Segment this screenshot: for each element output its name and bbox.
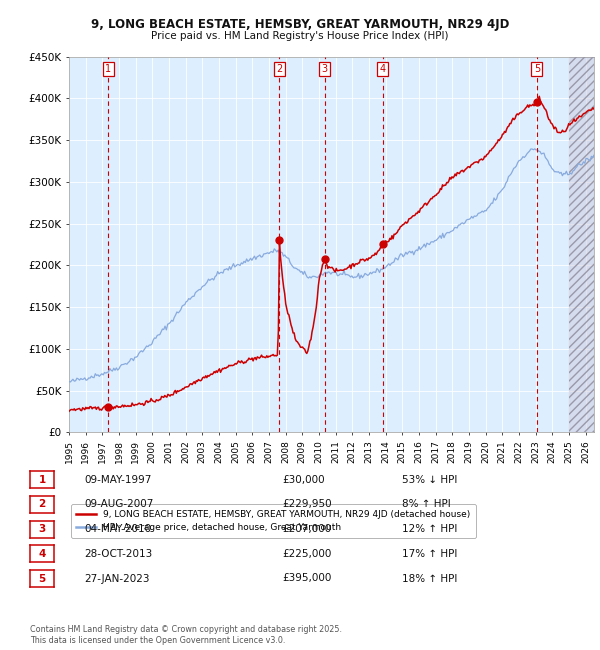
Legend: 9, LONG BEACH ESTATE, HEMSBY, GREAT YARMOUTH, NR29 4JD (detached house), HPI: Av: 9, LONG BEACH ESTATE, HEMSBY, GREAT YARM… — [71, 504, 476, 538]
Text: 5: 5 — [38, 573, 46, 584]
Text: 3: 3 — [322, 64, 328, 74]
Text: 2: 2 — [38, 499, 46, 510]
Text: Price paid vs. HM Land Registry's House Price Index (HPI): Price paid vs. HM Land Registry's House … — [151, 31, 449, 41]
Text: £207,000: £207,000 — [282, 524, 331, 534]
Text: 3: 3 — [38, 524, 46, 534]
Text: 2: 2 — [276, 64, 282, 74]
Text: 5: 5 — [534, 64, 540, 74]
Text: 1: 1 — [105, 64, 112, 74]
Text: 18% ↑ HPI: 18% ↑ HPI — [402, 573, 457, 584]
Bar — [569, 57, 594, 432]
Text: 04-MAY-2010: 04-MAY-2010 — [84, 524, 151, 534]
Text: 12% ↑ HPI: 12% ↑ HPI — [402, 524, 457, 534]
Text: 1: 1 — [38, 474, 46, 485]
Text: 27-JAN-2023: 27-JAN-2023 — [84, 573, 149, 584]
Text: Contains HM Land Registry data © Crown copyright and database right 2025.
This d: Contains HM Land Registry data © Crown c… — [30, 625, 342, 645]
Text: 53% ↓ HPI: 53% ↓ HPI — [402, 474, 457, 485]
Text: 28-OCT-2013: 28-OCT-2013 — [84, 549, 152, 559]
Text: £225,000: £225,000 — [282, 549, 331, 559]
Text: 09-MAY-1997: 09-MAY-1997 — [84, 474, 151, 485]
Text: 9, LONG BEACH ESTATE, HEMSBY, GREAT YARMOUTH, NR29 4JD: 9, LONG BEACH ESTATE, HEMSBY, GREAT YARM… — [91, 18, 509, 31]
Text: 09-AUG-2007: 09-AUG-2007 — [84, 499, 154, 510]
Text: 17% ↑ HPI: 17% ↑ HPI — [402, 549, 457, 559]
Text: 8% ↑ HPI: 8% ↑ HPI — [402, 499, 451, 510]
Text: £30,000: £30,000 — [282, 474, 325, 485]
Text: £229,950: £229,950 — [282, 499, 332, 510]
Text: £395,000: £395,000 — [282, 573, 331, 584]
Text: 4: 4 — [38, 549, 46, 559]
Bar — [569, 57, 594, 432]
Text: 4: 4 — [380, 64, 386, 74]
